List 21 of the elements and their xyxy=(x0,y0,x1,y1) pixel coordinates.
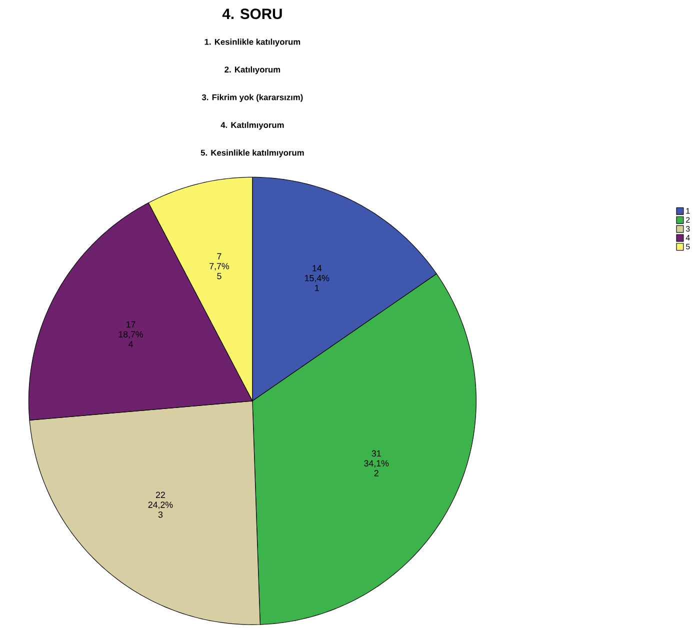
text: 5. Kesinlikle katılmıyorum xyxy=(200,150,304,158)
slice-label: 2 xyxy=(374,470,378,476)
slice-label: 1 xyxy=(315,285,319,292)
text: 18,7% xyxy=(118,331,144,339)
slice-label: 3 xyxy=(158,512,163,518)
data-label: 14 xyxy=(312,265,322,272)
text: 7,7% xyxy=(210,263,230,271)
text: 2. Katılıyorum xyxy=(224,66,280,74)
text: 4. Katılmıyorum xyxy=(220,122,284,130)
data-label: 22 xyxy=(156,492,165,498)
slice-label: 4 xyxy=(128,341,133,348)
text: 1. Kesinlikle katılıyorum xyxy=(204,38,300,47)
text: 15,4% xyxy=(305,275,330,282)
data-label: 17 xyxy=(126,322,136,328)
chart-title: 4. SORU xyxy=(222,8,282,20)
text: 3. Fikrim yok (kararsızım) xyxy=(202,94,303,102)
data-label: 7 xyxy=(217,253,222,260)
slice-label: 5 xyxy=(217,273,222,280)
data-label: 31 xyxy=(372,450,381,457)
text: 24,2% xyxy=(148,502,173,510)
text: 34,1% xyxy=(364,460,389,468)
